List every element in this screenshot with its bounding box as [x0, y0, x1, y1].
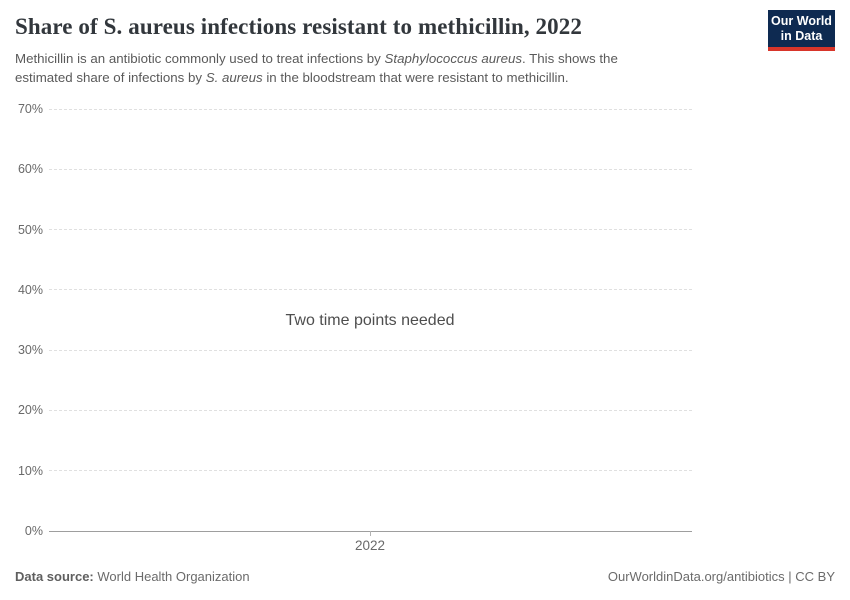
chart-footer: Data source: World Health Organization O…	[15, 568, 835, 585]
gridline	[49, 108, 692, 110]
attribution-link[interactable]: OurWorldinData.org/antibiotics | CC BY	[607, 569, 835, 584]
y-gridline-row: 50%	[0, 222, 850, 238]
gridline	[49, 289, 692, 291]
chart-header: Share of S. aureus infections resistant …	[0, 0, 850, 87]
chart-subtitle: Methicillin is an antibiotic commonly us…	[15, 49, 618, 87]
y-gridline-row: 60%	[0, 161, 850, 177]
data-source-value: World Health Organization	[97, 569, 250, 584]
logo-text-line1: Our World	[771, 13, 832, 28]
y-axis-tick-label: 40%	[17, 282, 43, 297]
y-gridline-row: 20%	[0, 402, 850, 418]
y-gridline-row: 30%	[0, 342, 850, 358]
plot-area: 70% 60% 50% 40% 30% 20% 10% 0% Two time points …	[0, 102, 850, 569]
subtitle-text: . This shows the	[522, 51, 618, 66]
empty-state-message: Two time points needed	[285, 312, 455, 329]
y-axis-tick-label: 30%	[17, 343, 43, 358]
y-axis-tick-label: 20%	[17, 403, 43, 418]
gridline	[49, 470, 692, 472]
y-axis-tick-label: 10%	[17, 463, 43, 478]
y-axis-tick-label: 0%	[24, 524, 43, 538]
gridline	[49, 229, 692, 231]
x-axis-tick	[370, 531, 371, 536]
subtitle-italic-text: S. aureus	[205, 70, 263, 85]
gridline	[49, 409, 692, 411]
y-gridline-row: 0%	[0, 523, 850, 539]
x-axis-tick-label: 2022	[354, 538, 386, 553]
y-gridline-row: 70%	[0, 101, 850, 117]
subtitle-text: in the bloodstream that were resistant t…	[262, 70, 569, 85]
chart-heading: Share of S. aureus infections resistant …	[15, 12, 618, 87]
y-axis-tick-label: 60%	[17, 162, 43, 177]
gridline	[49, 349, 692, 351]
logo-text-line2: in Data	[780, 28, 823, 43]
y-gridline-row: 40%	[0, 282, 850, 298]
subtitle-italic-text: Staphylococcus aureus	[384, 51, 523, 66]
chart-title: Share of S. aureus infections resistant …	[15, 14, 582, 39]
subtitle-text: Methicillin is an antibiotic commonly us…	[15, 51, 385, 66]
owid-logo[interactable]: Our World in Data	[768, 10, 835, 51]
gridline	[49, 168, 692, 170]
subtitle-text: estimated share of infections by	[15, 70, 206, 85]
y-gridline-row: 10%	[0, 463, 850, 479]
data-source-label: Data source:	[15, 569, 94, 584]
data-source: Data source: World Health Organization	[15, 568, 250, 585]
y-axis-tick-label: 70%	[17, 102, 43, 116]
y-axis-tick-label: 50%	[17, 222, 43, 237]
